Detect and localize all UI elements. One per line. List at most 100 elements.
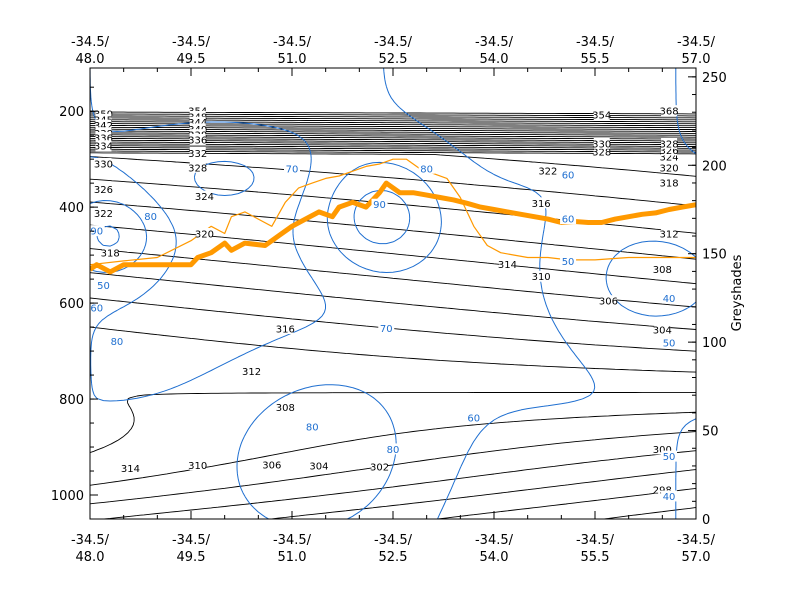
isentrope-label-bg bbox=[654, 323, 671, 335]
isentrope-label-bg bbox=[189, 123, 206, 135]
humidity-label-bg bbox=[385, 443, 401, 455]
isentrope-label: 314 bbox=[498, 260, 517, 271]
isentrope-label: 336 bbox=[94, 134, 113, 145]
humidity-label-bg bbox=[661, 336, 678, 348]
isentrope-label: 318 bbox=[101, 249, 120, 260]
x-top-tick-label: 55.5 bbox=[581, 52, 610, 67]
isentrope-label: 330 bbox=[592, 139, 611, 150]
isentrope-label: 310 bbox=[532, 272, 551, 283]
isentrope-label-bg bbox=[593, 137, 610, 149]
humidity-label-bg bbox=[560, 168, 577, 180]
contour-labels: 3543503453423383363343483443403383363323… bbox=[90, 105, 679, 503]
isentrope-label: 316 bbox=[276, 325, 295, 336]
humidity-label: 80 bbox=[420, 164, 433, 175]
isentrope-line bbox=[90, 126, 696, 131]
isentrope-line bbox=[90, 391, 696, 454]
humidity-label: 70 bbox=[286, 164, 299, 175]
isentrope-label: 306 bbox=[599, 297, 618, 308]
y-right-tick-label: 200 bbox=[702, 159, 727, 174]
isentrope-label-bg bbox=[654, 443, 671, 455]
isentrope-label-bg bbox=[102, 247, 119, 259]
isentrope-line bbox=[104, 450, 696, 519]
y-left-tick-label: 400 bbox=[59, 201, 84, 216]
y-right-tick-label: 100 bbox=[702, 336, 727, 351]
humidity-label-bg bbox=[284, 162, 300, 174]
isentrope-label-bg bbox=[122, 462, 139, 474]
isentrope-label: 316 bbox=[532, 199, 551, 210]
humidity-label-bg bbox=[418, 162, 435, 174]
isentrope-line bbox=[90, 152, 696, 177]
isentrope-label: 308 bbox=[276, 403, 295, 414]
isentrope-label-bg bbox=[95, 157, 112, 169]
isentrope-label-bg bbox=[189, 147, 206, 159]
humidity-label: 70 bbox=[380, 324, 393, 335]
isentrope-line bbox=[90, 141, 696, 146]
isentrope-line bbox=[90, 145, 696, 149]
isentrope-label-bg bbox=[661, 177, 678, 189]
humidity-label: 50 bbox=[663, 452, 676, 463]
humidity-label-bg bbox=[95, 279, 112, 291]
x-bottom-tick-label: -34.5/ bbox=[172, 533, 211, 548]
isentrope-label: 328 bbox=[592, 147, 611, 158]
x-bottom-tick-label: -34.5/ bbox=[475, 533, 514, 548]
x-top-tick-label: 54.0 bbox=[480, 52, 509, 67]
isentrope-label: 312 bbox=[242, 367, 261, 378]
x-top-tick-label: -34.5/ bbox=[374, 35, 413, 50]
humidity-label: 50 bbox=[562, 257, 575, 268]
isentrope-label-bg bbox=[533, 197, 550, 209]
humidity-label-bg bbox=[661, 292, 678, 304]
isentrope-label: 368 bbox=[660, 107, 679, 118]
isentrope-line bbox=[90, 146, 696, 151]
isentrope-label-bg bbox=[277, 401, 294, 413]
isentrope-label: 302 bbox=[370, 463, 389, 474]
isentrope-label: 328 bbox=[188, 163, 207, 174]
x-bottom-tick-label: 54.0 bbox=[480, 550, 509, 565]
isentrope-label-bg bbox=[654, 263, 671, 275]
y-left-tick-label: 200 bbox=[59, 105, 84, 120]
isentrope-label-bg bbox=[371, 461, 388, 473]
isentrope-label: 354 bbox=[592, 111, 611, 122]
humidity-label-bg bbox=[465, 412, 482, 424]
isentrope-line bbox=[90, 137, 696, 142]
isentrope-label-bg bbox=[661, 161, 678, 173]
isentrope-line bbox=[90, 150, 696, 155]
x-top-tick-label: 57.0 bbox=[682, 52, 711, 67]
isentrope-label-bg bbox=[243, 365, 260, 377]
isentrope-line bbox=[604, 507, 696, 519]
isentrope-label-bg bbox=[277, 323, 294, 335]
humidity-label: 60 bbox=[90, 303, 103, 314]
isentrope-label-bg bbox=[661, 151, 678, 163]
isentrope-label-bg bbox=[95, 207, 112, 219]
isentrope-label-bg bbox=[533, 270, 550, 282]
isentrope-label-bg bbox=[189, 105, 206, 117]
humidity-label: 60 bbox=[562, 215, 575, 226]
y-right-tick-label: 150 bbox=[702, 248, 727, 263]
isentrope-label: 306 bbox=[262, 460, 281, 471]
x-top-tick-label: -34.5/ bbox=[172, 35, 211, 50]
isentrope-line bbox=[90, 411, 696, 486]
isentrope-label-bg bbox=[539, 165, 556, 177]
humidity-label: 90 bbox=[373, 200, 386, 211]
isentrope-label: 326 bbox=[94, 185, 113, 196]
x-bottom-tick-label: 55.5 bbox=[581, 550, 610, 565]
y-right-tick-label: 0 bbox=[702, 513, 710, 528]
isentrope-line bbox=[90, 128, 696, 132]
y-right-tick-label: 250 bbox=[702, 71, 727, 86]
humidity-label-bg bbox=[661, 490, 678, 502]
isentrope-label-bg bbox=[661, 144, 678, 156]
y-left-tick-label: 1000 bbox=[51, 489, 84, 504]
tropopause-thick-line bbox=[90, 180, 696, 275]
x-bottom-tick-label: -34.5/ bbox=[273, 533, 312, 548]
isentrope-label-bg bbox=[189, 116, 206, 128]
isentrope-label: 324 bbox=[660, 153, 679, 164]
humidity-label: 40 bbox=[663, 294, 676, 305]
humidity-label-bg bbox=[378, 322, 395, 334]
isentrope-label-bg bbox=[593, 109, 610, 121]
tropopause-lines bbox=[90, 158, 696, 275]
x-bottom-tick-label: -34.5/ bbox=[576, 533, 615, 548]
x-bottom-tick-label: 52.5 bbox=[379, 550, 408, 565]
isentrope-label: 320 bbox=[195, 230, 214, 241]
isentrope-label: 334 bbox=[94, 142, 113, 153]
isentrope-label-bg bbox=[95, 132, 112, 144]
isentrope-label: 342 bbox=[94, 121, 113, 132]
